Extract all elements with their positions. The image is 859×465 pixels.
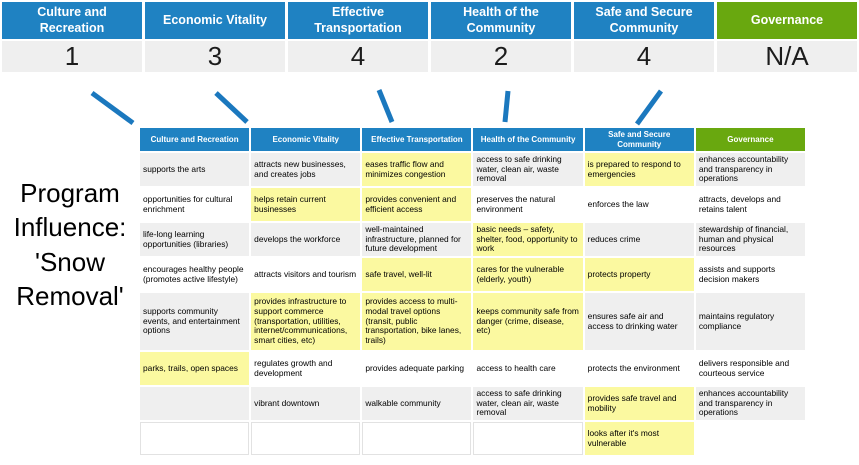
matrix-cell-r1-c1: supports the arts	[140, 153, 250, 186]
matrix-cell-r6-c1: parks, trails, open spaces	[140, 352, 250, 385]
matrix-cell-r7-c5: provides safe travel and mobility	[584, 387, 694, 420]
matrix-cell-r6-c4: access to health care	[473, 352, 583, 385]
matrix-cell-r7-c2: vibrant downtown	[251, 387, 361, 420]
matrix-cell-r8-c6	[695, 422, 805, 455]
score-header-economic-vitality: Economic Vitality	[145, 2, 285, 39]
influence-arrow-3	[376, 89, 395, 123]
score-value-health-of-the-community: 2	[431, 41, 571, 72]
matrix-cell-r3-c2: develops the workforce	[251, 223, 361, 256]
matrix-cell-r4-c2: attracts visitors and tourism	[251, 258, 361, 291]
matrix-cell-r6-c3: provides adequate parking	[362, 352, 472, 385]
matrix-cell-r3-c5: reduces crime	[584, 223, 694, 256]
matrix-cell-r4-c6: assists and supports decision makers	[695, 258, 805, 291]
matrix-cell-r4-c3: safe travel, well-lit	[362, 258, 472, 291]
matrix-cell-r2-c6: attracts, develops and retains talent	[695, 188, 805, 221]
matrix-cell-r8-c5: looks after it's most vulnerable	[584, 422, 694, 455]
matrix-cell-r2-c1: opportunities for cultural enrichment	[140, 188, 250, 221]
matrix-cell-r2-c4: preserves the natural environment	[473, 188, 583, 221]
score-value-safe-and-secure-community: 4	[574, 41, 714, 72]
matrix-cell-r3-c1: life-long learning opportunities (librar…	[140, 223, 250, 256]
matrix-cell-r5-c2: provides infrastructure to support comme…	[251, 293, 361, 350]
matrix-cell-r2-c2: helps retain current businesses	[251, 188, 361, 221]
matrix-cell-r5-c6: maintains regulatory compliance	[695, 293, 805, 350]
matrix-cell-r8-c1	[140, 422, 250, 455]
score-header-effective-transportation: Effective Transportation	[288, 2, 428, 39]
influence-arrow-1	[90, 90, 135, 126]
matrix-cell-r4-c1: encourages healthy people (promotes acti…	[140, 258, 250, 291]
score-value-governance: N/A	[717, 41, 857, 72]
matrix-cell-r5-c5: ensures safe air and access to drinking …	[584, 293, 694, 350]
score-header-culture-and-recreation: Culture and Recreation	[2, 2, 142, 39]
influence-arrow-5	[634, 89, 664, 126]
score-table: Culture and Recreation Economic Vitality E…	[2, 2, 857, 72]
matrix-cell-r6-c6: delivers responsible and courteous servi…	[695, 352, 805, 385]
score-header-health-of-the-community: Health of the Community	[431, 2, 571, 39]
score-header-governance: Governance	[717, 2, 857, 39]
matrix-cell-r7-c4: access to safe drinking water, clean air…	[473, 387, 583, 420]
matrix-cell-r8-c2	[251, 422, 361, 455]
influence-arrow-4	[502, 90, 511, 123]
matrix-cell-r7-c1	[140, 387, 250, 420]
matrix-cell-r5-c3: provides access to multi-modal travel op…	[362, 293, 472, 350]
matrix-cell-r6-c5: protects the environment	[584, 352, 694, 385]
matrix-cell-r8-c3	[362, 422, 472, 455]
matrix-header-effective-transportation: Effective Transportation	[362, 128, 472, 151]
matrix-cell-r7-c3: walkable community	[362, 387, 472, 420]
score-value-effective-transportation: 4	[288, 41, 428, 72]
matrix-header-safe-and-secure-community: Safe and Secure Community	[584, 128, 694, 151]
matrix-cell-r1-c4: access to safe drinking water, clean air…	[473, 153, 583, 186]
matrix-cell-r2-c3: provides convenient and efficient access	[362, 188, 472, 221]
matrix-cell-r7-c6: enhances accountability and transparency…	[695, 387, 805, 420]
influence-arrow-2	[214, 91, 249, 124]
matrix-cell-r1-c6: enhances accountability and transparency…	[695, 153, 805, 186]
score-value-economic-vitality: 3	[145, 41, 285, 72]
matrix-header-culture-and-recreation: Culture and Recreation	[140, 128, 250, 151]
matrix-cell-r1-c5: is prepared to respond to emergencies	[584, 153, 694, 186]
matrix-cell-r1-c3: eases traffic flow and minimizes congest…	[362, 153, 472, 186]
matrix-table: Culture and Recreation Economic Vitality E…	[140, 128, 805, 455]
matrix-header-health-of-the-community: Health of the Community	[473, 128, 583, 151]
matrix-cell-r2-c5: enforces the law	[584, 188, 694, 221]
matrix-header-governance: Governance	[695, 128, 805, 151]
matrix-cell-r5-c1: supports community events, and entertain…	[140, 293, 250, 350]
matrix-header-economic-vitality: Economic Vitality	[251, 128, 361, 151]
program-influence-label: Program Influence: 'Snow Removal'	[13, 178, 127, 311]
score-header-safe-and-secure-community: Safe and Secure Community	[574, 2, 714, 39]
matrix-cell-r3-c6: stewardship of financial, human and phys…	[695, 223, 805, 256]
matrix-cell-r8-c4	[473, 422, 583, 455]
score-value-culture-and-recreation: 1	[2, 41, 142, 72]
matrix-cell-r4-c5: protects property	[584, 258, 694, 291]
matrix-cell-r1-c2: attracts new businesses, and creates job…	[251, 153, 361, 186]
matrix-cell-r3-c4: basic needs – safety, shelter, food, opp…	[473, 223, 583, 256]
matrix-cell-r3-c3: well-maintained infrastructure, planned …	[362, 223, 472, 256]
matrix-cell-r5-c4: keeps community safe from danger (crime,…	[473, 293, 583, 350]
matrix-cell-r4-c4: cares for the vulnerable (elderly, youth…	[473, 258, 583, 291]
matrix-cell-r6-c2: regulates growth and development	[251, 352, 361, 385]
